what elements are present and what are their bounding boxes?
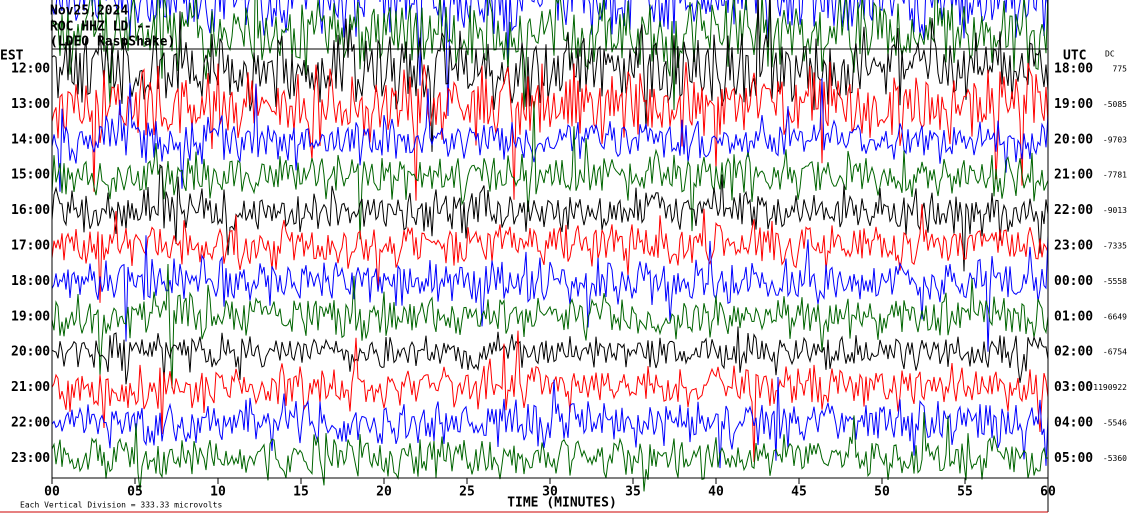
utc-label: 20:00 [1054,132,1093,147]
footer: Each Vertical Division = 333.33 microvol… [20,501,222,510]
x-tick-label: 50 [874,485,890,500]
dc-value: -7335 [1103,242,1127,251]
right-axis-label: UTC [1063,49,1086,64]
dc-value: -9013 [1103,206,1127,215]
trace [51,61,1049,201]
est-label: 20:00 [11,345,50,360]
x-tick-label: 25 [459,485,475,500]
x-tick-label: 00 [44,485,60,500]
dc-value: 775 [1113,65,1128,74]
station: ROC HHZ LD -- [50,20,152,35]
dc-value: -5558 [1103,277,1127,286]
left-axis-label: EST [0,49,24,64]
utc-label: 03:00 [1054,380,1093,395]
x-tick-label: 55 [957,485,973,500]
dc-value: -6649 [1103,312,1127,321]
x-axis-label: TIME (MINUTES) [507,496,617,511]
utc-label: 19:00 [1054,97,1093,112]
trace [51,0,1049,152]
dc-value: -6754 [1103,348,1127,357]
dc-value: -9703 [1103,135,1127,144]
est-label: 18:00 [11,274,50,289]
trace [51,101,1049,240]
trace [51,263,1049,389]
x-tick-label: 40 [708,485,724,500]
x-tick-label: 60 [1040,485,1056,500]
x-tick-label: 10 [210,485,226,500]
dc-value: -7781 [1103,171,1127,180]
trace [51,235,1049,352]
trace [51,0,1049,117]
est-label: 17:00 [11,239,50,254]
est-label: 15:00 [11,168,50,183]
utc-label: 18:00 [1054,62,1093,77]
trace [51,78,1049,192]
date: Nov25,2024 [50,4,128,19]
x-tick-label: 15 [293,485,309,500]
x-tick-label: 05 [127,485,143,500]
dc-value: -5360 [1103,454,1127,463]
trace [51,0,1049,111]
utc-label: 23:00 [1054,239,1093,254]
est-label: 19:00 [11,309,50,324]
x-tick-label: 45 [791,485,807,500]
utc-label: 04:00 [1054,416,1093,431]
utc-label: 05:00 [1054,451,1093,466]
trace [51,376,1049,469]
utc-label: 21:00 [1054,168,1093,183]
trace [51,412,1049,492]
dc-value: -5085 [1103,100,1127,109]
trace [51,164,1049,272]
utc-label: 02:00 [1054,345,1093,360]
x-tick-label: 30 [542,485,558,500]
est-label: 16:00 [11,203,50,218]
est-label: 21:00 [11,380,50,395]
source: (LDEO RaspShake) [50,35,175,50]
dc-value: -1190922 [1088,383,1127,392]
dc-label: DC [1105,50,1115,59]
utc-label: 22:00 [1054,203,1093,218]
trace [51,326,1049,385]
traces [51,0,1049,492]
trace [51,204,1049,303]
est-label: 13:00 [11,97,50,112]
dc-value: -5546 [1103,419,1127,428]
x-tick-label: 35 [625,485,641,500]
est-label: 22:00 [11,416,50,431]
trace [51,330,1049,463]
est-label: 14:00 [11,132,50,147]
est-label: 23:00 [11,451,50,466]
utc-label: 00:00 [1054,274,1093,289]
utc-label: 01:00 [1054,309,1093,324]
x-tick-label: 20 [376,485,392,500]
est-label: 12:00 [11,62,50,77]
